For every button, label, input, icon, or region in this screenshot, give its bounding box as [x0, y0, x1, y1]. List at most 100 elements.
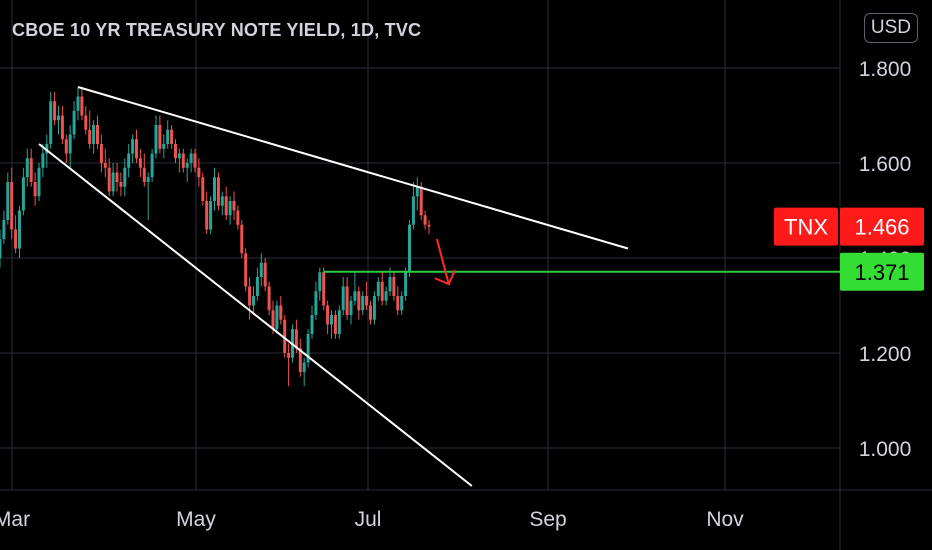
candle-body: [6, 182, 10, 220]
support-price-tag: [840, 252, 924, 291]
candle-body: [287, 353, 291, 358]
candle-body: [64, 139, 68, 154]
candle-body: [427, 224, 431, 227]
candle-body: [181, 153, 185, 168]
candle-body: [271, 310, 275, 330]
candle-body: [411, 196, 415, 225]
candle-body: [68, 134, 72, 154]
candle-body: [2, 220, 6, 239]
candle-body: [25, 158, 29, 178]
candle-body: [333, 315, 337, 334]
candle-body: [60, 115, 64, 140]
x-tick-label: May: [176, 508, 216, 531]
support-price-label: 1.371: [854, 260, 909, 285]
candle-body: [275, 305, 279, 330]
candle-body: [322, 272, 326, 306]
candle-body: [345, 286, 349, 315]
candle-body: [49, 101, 53, 144]
last-price-tag: [840, 207, 924, 246]
candle-body: [248, 286, 252, 306]
candle-body: [142, 167, 146, 182]
candle-body: [357, 291, 361, 311]
candle-body: [127, 153, 131, 168]
candle-body: [267, 286, 271, 311]
candle-body: [53, 101, 57, 121]
candle-body: [240, 224, 244, 254]
annotation-arrow[interactable]: [435, 238, 450, 285]
candle-body: [205, 201, 209, 230]
y-tick-label: 1.600: [859, 153, 912, 176]
candle-body: [88, 129, 92, 144]
candle-body: [76, 96, 80, 111]
candle-body: [213, 177, 216, 201]
trendline[interactable]: [77, 86, 629, 250]
candle-body: [80, 96, 84, 116]
candle-body: [96, 125, 99, 144]
candle-body: [177, 153, 181, 159]
currency-button[interactable]: USD: [863, 13, 918, 43]
y-tick-label: 1.200: [859, 343, 912, 366]
x-tick-label: Sep: [529, 508, 566, 531]
candle-body: [408, 224, 411, 273]
candle-body: [298, 348, 302, 372]
candle-body: [103, 163, 107, 168]
candle-body: [252, 296, 255, 306]
candle-body: [326, 305, 330, 325]
candle-body: [369, 305, 372, 320]
candle-body: [380, 281, 384, 301]
candle-body: [388, 277, 392, 292]
candle-body: [162, 144, 166, 149]
candle-body: [279, 305, 283, 320]
candle-body: [259, 262, 263, 277]
candle-body: [72, 110, 76, 135]
candle-body: [384, 291, 388, 301]
x-tick-label: Nov: [706, 508, 744, 531]
candle-body: [45, 144, 49, 154]
candle-body: [404, 272, 408, 296]
candle-body: [400, 296, 404, 311]
candle-body: [119, 182, 123, 187]
candle-body: [376, 281, 380, 296]
candle-body: [236, 210, 240, 225]
candle-body: [365, 296, 369, 306]
symbol-tag-label: TNX: [784, 215, 828, 240]
symbol-tag: [774, 207, 838, 246]
candle-body: [423, 215, 427, 225]
candle-body: [158, 125, 162, 149]
candle-body: [170, 129, 174, 144]
x-tick-label: Mar: [0, 508, 30, 531]
candle-body: [10, 182, 14, 230]
candle-body: [21, 177, 25, 211]
candle-body: [185, 163, 189, 168]
candle-body: [341, 286, 345, 311]
candle-body: [415, 186, 419, 197]
candle-body: [353, 291, 357, 301]
candle-body: [37, 167, 41, 197]
candle-body: [228, 201, 232, 216]
candle-body: [244, 253, 248, 287]
candle-body: [131, 139, 135, 154]
candle-body: [99, 144, 103, 163]
candle-body: [41, 153, 45, 168]
candle-body: [337, 310, 341, 334]
chart-title: CBOE 10 YR TREASURY NOTE YIELD, 1D, TVC: [12, 20, 422, 40]
candle-body: [0, 239, 2, 258]
candle-body: [220, 196, 224, 206]
candle-body: [361, 296, 365, 311]
candle-body: [349, 300, 353, 315]
candle-body: [294, 329, 298, 349]
trendline[interactable]: [38, 143, 473, 487]
candle-body: [174, 144, 177, 159]
candle-body: [314, 291, 318, 315]
y-tick-label: 1.800: [859, 58, 912, 81]
last-price-label: 1.466: [854, 215, 909, 240]
candle-body: [197, 167, 201, 178]
candle-body: [29, 158, 33, 182]
candle-body: [33, 182, 37, 197]
candle-body: [372, 296, 376, 320]
candle-body: [419, 186, 423, 216]
annotation-arrow-head: [434, 269, 456, 286]
candle-body: [18, 210, 21, 249]
